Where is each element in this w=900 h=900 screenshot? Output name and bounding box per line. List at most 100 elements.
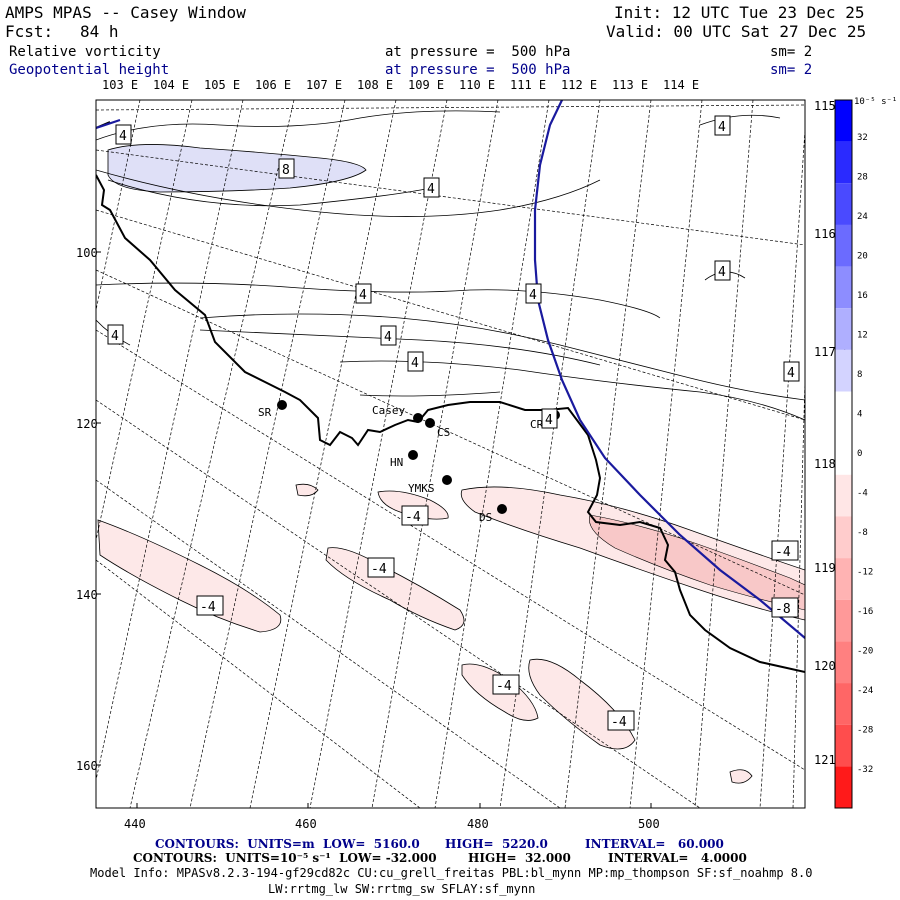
svg-text:-4: -4 [775,545,791,560]
contour-label: -4 [367,557,395,578]
contour-label: 4 [525,283,542,304]
plot-area [96,100,805,808]
svg-text:4: 4 [359,288,367,303]
geopotential-contour-nw [96,118,121,130]
station-marker [442,475,452,485]
colorbar-level: -28 [857,726,873,736]
footer-vort-high: HIGH= 32.000 [468,851,571,865]
station-label: DS [479,511,492,524]
colorbar-level: 24 [857,212,868,222]
svg-text:4: 4 [787,366,795,381]
svg-text:4: 4 [718,265,726,280]
colorbar-segment [835,266,852,309]
colorbar-segment [835,308,852,350]
lon-label: 109 E [408,78,444,92]
colorbar-segment [835,683,852,725]
colorbar-segment [835,433,852,475]
footer-geo-contours: CONTOURS: UNITS=m LOW= 5160.0 [155,837,420,851]
colorbar-level: 12 [857,331,868,341]
model-info: Model Info: MPASv8.2.3-194-gf29cd82c CU:… [90,866,813,880]
x-tick: 440 [124,817,146,831]
field1-name: Relative vorticity [9,44,161,60]
lon-label: 108 E [357,78,393,92]
lon-label: 104 E [153,78,189,92]
svg-text:8: 8 [282,163,290,178]
svg-text:-4: -4 [611,715,627,730]
colorbar-level: -4 [857,489,868,499]
colorbar-level: 16 [857,291,868,301]
station-label: YMKS [408,482,435,495]
valid-time: Valid: 00 UTC Sat 27 Dec 25 [606,22,867,41]
contour-label: 4 [355,283,372,304]
y-tick: 120 [76,417,98,431]
vort-neg-region-3 [377,490,449,520]
contour-label: 4 [115,124,132,145]
svg-text:4: 4 [718,120,726,135]
colorbar-level: -8 [857,528,868,538]
contour-label: 8 [278,158,295,179]
field1-pressure: at pressure = 500 hPa [385,44,571,60]
x-tick: 480 [467,817,489,831]
contour-label: 4 [407,351,424,372]
colorbar-segment [835,558,852,600]
geopotential-contour-5220 [533,100,805,639]
field1-sm: sm= 2 [770,44,813,60]
colorbar-segment [835,766,852,808]
lon-label: 112 E [561,78,597,92]
colorbar-segment [835,641,852,684]
station-label: SR [258,406,272,419]
station-marker [413,413,423,423]
station-label: CS [437,426,450,439]
lon-label: 110 E [459,78,495,92]
svg-text:-4: -4 [405,510,421,525]
colorbar-level: 32 [857,133,868,143]
colorbar: 32 28 24 20 16 12 8 4 0 -4 -8 -12 -16 -20 -24 -28 -32 [834,99,873,809]
contour-label: -8 [771,597,799,618]
lon-label: 105 E [204,78,240,92]
lon-label: 106 E [255,78,291,92]
x-tick: 460 [295,817,317,831]
colorbar-segment [835,724,852,767]
colorbar-level: -20 [857,647,873,657]
colorbar-unit: 10⁻⁵ s⁻¹ [854,97,897,107]
colorbar-level: 8 [857,370,862,380]
colorbar-segment [835,100,852,142]
lon-label: 114 E [663,78,699,92]
station-marker [277,400,287,410]
colorbar-segment [835,474,852,517]
station-marker [408,450,418,460]
colorbar-segment [835,141,852,184]
contour-label: 4 [783,361,800,382]
x-tick: 500 [638,817,660,831]
svg-text:-4: -4 [200,600,216,615]
colorbar-level: 4 [857,410,862,420]
forecast-hour: 84 h [80,22,119,41]
x-axis [136,803,652,808]
footer-vort-contours: CONTOURS: UNITS=10⁻⁵ s⁻¹ LOW= -32.000 [133,851,437,865]
svg-text:4: 4 [111,329,119,344]
y-axis [96,251,101,766]
contour-label: 4 [423,177,440,198]
svg-text:-4: -4 [496,679,512,694]
svg-text:4: 4 [545,413,553,428]
svg-text:-4: -4 [371,562,387,577]
coastline [96,174,805,673]
colorbar-segment [835,183,852,225]
y-tick: 100 [76,246,98,260]
colorbar-segment [835,224,852,267]
station-label: Casey [372,404,405,417]
contour-labels: 4 8 4 4 4 4 4 4 4 4 4 -4 -4 -4 -4 -4 -4 … [107,115,800,731]
colorbar-level: -24 [857,686,873,696]
colorbar-level: 28 [857,173,868,183]
colorbar-segment [835,391,852,434]
svg-text:4: 4 [119,129,127,144]
y-tick: 140 [76,588,98,602]
lon-label: 113 E [612,78,648,92]
colorbar-frame [834,99,853,809]
lat-lon-grid [96,100,805,808]
station-label: HN [390,456,403,469]
colorbar-segment [835,516,852,559]
svg-text:4: 4 [384,330,392,345]
colorbar-level: -12 [857,568,873,578]
colorbar-level: 0 [857,449,862,459]
